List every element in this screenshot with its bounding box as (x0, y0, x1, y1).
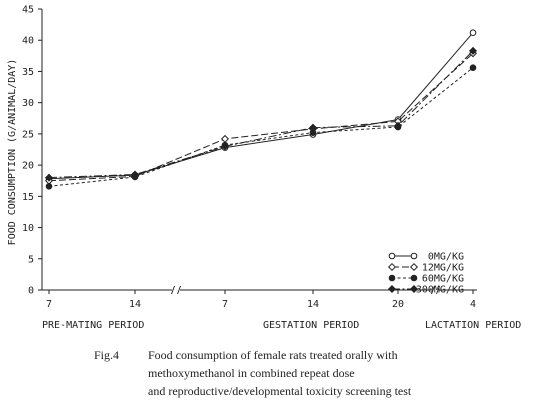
axes (41, 9, 477, 295)
period-label-pre-mating: PRE-MATING PERIOD (42, 320, 144, 331)
legend-entry: 0MG/KG (388, 252, 464, 263)
y-tick-label: 15 (22, 192, 34, 203)
open-diamond-marker (387, 262, 397, 272)
open-circle-marker (410, 252, 418, 260)
legend-label: 300MG/KG (416, 285, 464, 296)
x-tick-label: 7 (222, 299, 228, 310)
legend-label: 60MG/KG (422, 274, 464, 285)
open-diamond-marker (409, 262, 419, 272)
data-series (44, 29, 478, 190)
series-60mg-kg (45, 64, 477, 190)
x-axis-ticks: 7 14 7 14 20 4 (46, 290, 476, 310)
figure-number: Fig.4 (94, 348, 120, 362)
filled-diamond-marker (387, 284, 397, 294)
filled-diamond-marker (468, 46, 478, 55)
y-axis-label: FOOD CONSUMPTION (G/ANIMAL/DAY) (7, 59, 18, 246)
axis-break-mark (436, 285, 440, 295)
axis-break-mark (431, 285, 435, 295)
series-300mg-kg (44, 46, 478, 182)
caption-line: methoxymethanol in combined repeat dose (148, 366, 355, 380)
y-tick-label: 35 (22, 67, 34, 78)
open-circle-marker (469, 29, 477, 37)
y-tick-label: 30 (22, 98, 34, 109)
open-diamond-marker (220, 134, 230, 143)
y-axis-ticks: 0 5 10 15 20 25 30 35 40 45 (22, 5, 42, 297)
series-line (48, 32, 474, 180)
y-tick-label: 25 (22, 129, 34, 140)
y-tick-label: 45 (22, 5, 34, 16)
caption-line: Food consumption of female rats treated … (148, 348, 398, 362)
caption-text: Food consumption of female rats treated … (148, 346, 528, 400)
filled-circle-marker (410, 274, 418, 282)
filled-diamond-marker (409, 284, 419, 294)
x-tick-label: 20 (392, 299, 404, 310)
filled-diamond-marker (44, 173, 54, 182)
series-line (48, 50, 474, 179)
x-tick-label: 7 (46, 299, 52, 310)
y-tick-label: 20 (22, 161, 34, 172)
series-line (48, 52, 474, 182)
filled-diamond-marker (308, 123, 318, 132)
series-line (48, 67, 474, 187)
period-label-lactation: LACTATION PERIOD (425, 320, 521, 331)
filled-diamond-marker (220, 142, 230, 151)
caption-line: and reproductive/developmental toxicity … (148, 384, 412, 398)
open-circle-marker (388, 252, 396, 260)
legend-entry: 60MG/KG (388, 274, 464, 285)
filled-circle-marker (469, 64, 477, 71)
y-tick-label: 5 (28, 254, 34, 265)
series-0mg-kg (45, 29, 477, 183)
y-tick-label: 0 (28, 286, 34, 297)
legend-entry: 12MG/KG (387, 262, 464, 274)
legend-label: 0MG/KG (428, 252, 464, 263)
y-tick-label: 40 (22, 36, 34, 47)
food-consumption-chart: 0 5 10 15 20 25 30 35 40 45 7 14 7 14 20 4 FOOD CONSUM… (7, 5, 521, 332)
filled-circle-marker (388, 274, 396, 282)
period-label-gestation: GESTATION PERIOD (263, 320, 359, 331)
x-tick-label: 14 (307, 299, 319, 310)
x-tick-label: 14 (129, 299, 141, 310)
x-tick-label: 4 (470, 299, 476, 310)
legend-entry: 300MG/KG (387, 284, 464, 296)
y-tick-label: 10 (22, 223, 34, 234)
filled-diamond-marker (130, 170, 140, 179)
filled-circle-marker (45, 183, 53, 190)
axis-break-mark (171, 285, 175, 295)
filled-diamond-marker (393, 121, 403, 130)
legend-label: 12MG/KG (422, 263, 464, 274)
series-12mg-kg (44, 49, 478, 185)
axis-break-mark (177, 285, 181, 295)
